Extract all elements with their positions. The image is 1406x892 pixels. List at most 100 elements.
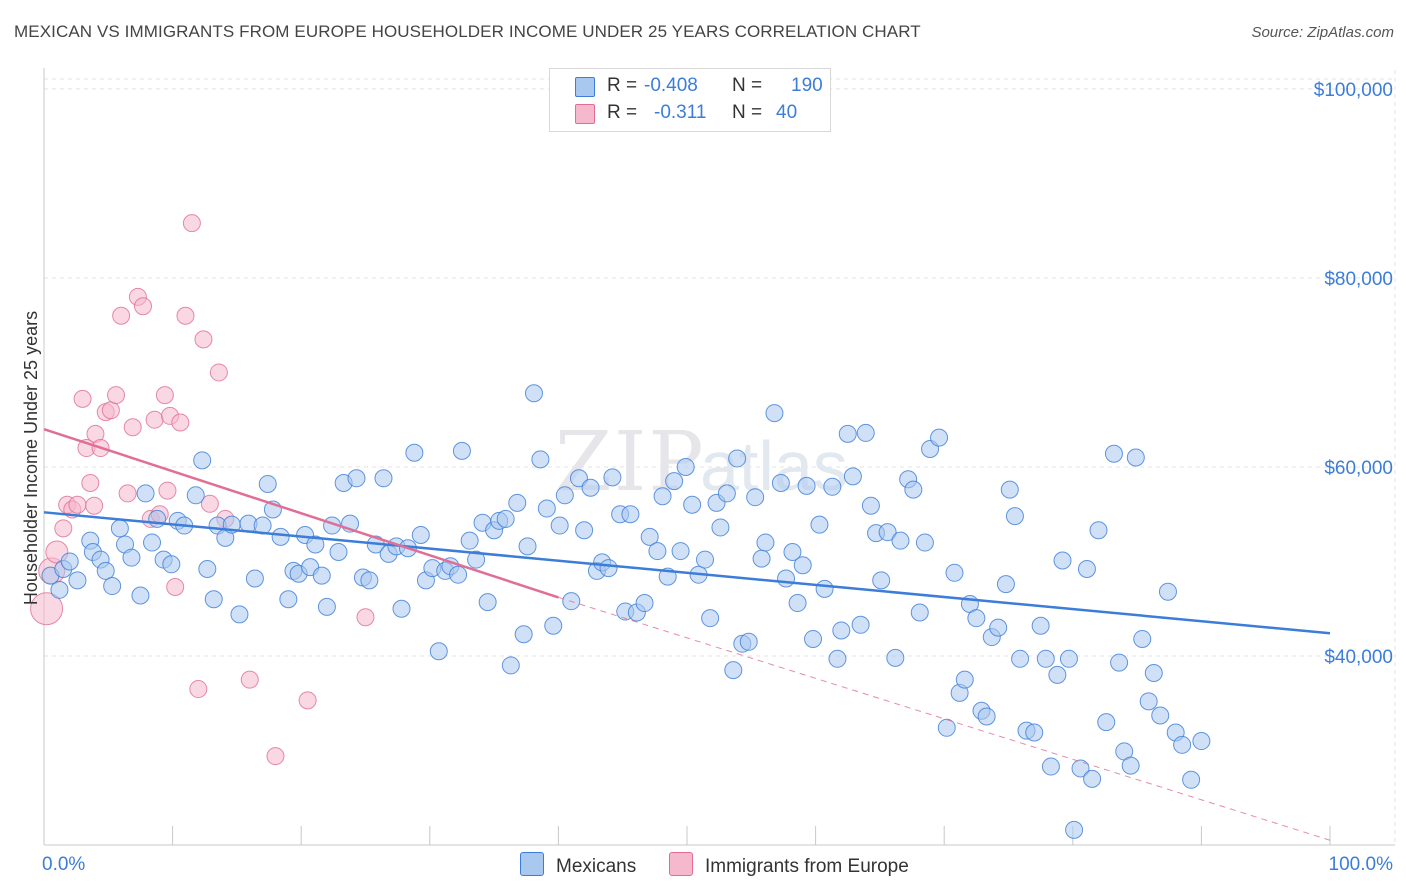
mexican-point xyxy=(329,543,348,562)
mexican-point xyxy=(910,603,929,622)
europe-point xyxy=(107,386,126,405)
mexican-point xyxy=(271,527,290,546)
mexican-point xyxy=(306,535,325,554)
europe-point xyxy=(134,297,153,316)
mexican-point xyxy=(1065,820,1084,839)
mexican-point xyxy=(856,423,875,442)
mexican-point xyxy=(1144,663,1163,682)
mexican-point xyxy=(810,515,829,534)
mexican-point xyxy=(828,649,847,668)
mexican-point xyxy=(508,493,527,512)
mexican-point xyxy=(1158,582,1177,601)
mexican-point xyxy=(696,550,715,569)
mexican-point xyxy=(648,542,667,561)
mexican-point xyxy=(1041,757,1060,776)
mexican-point xyxy=(449,565,468,584)
europe-trend-extension xyxy=(558,596,1331,841)
europe-point xyxy=(54,519,73,538)
mexican-point xyxy=(1048,665,1067,684)
chart-source: Source: ZipAtlas.com xyxy=(1251,24,1394,41)
mexican-point xyxy=(955,670,974,689)
mexican-point xyxy=(347,469,366,488)
mexican-point xyxy=(575,521,594,540)
mexican-point xyxy=(524,384,543,403)
mexicans-trend-line xyxy=(43,511,1331,635)
europe-point xyxy=(112,306,131,325)
mexican-point xyxy=(550,516,569,535)
mexican-point xyxy=(915,533,934,552)
bottom-legend-label-europe: Immigrants from Europe xyxy=(705,856,909,877)
mexican-point xyxy=(537,499,556,518)
legend-r-value: -0.408 xyxy=(644,75,698,96)
mexican-point xyxy=(621,505,640,524)
mexican-point xyxy=(518,537,537,556)
mexican-point xyxy=(317,597,336,616)
europe-point xyxy=(200,494,219,513)
mexican-point xyxy=(405,443,424,462)
europe-point xyxy=(123,418,142,437)
mexican-point xyxy=(96,561,115,580)
mexican-point xyxy=(143,533,162,552)
mexican-point xyxy=(1139,692,1158,711)
mexican-point xyxy=(739,632,758,651)
europe-point xyxy=(158,481,177,500)
mexican-point xyxy=(193,451,212,470)
mexican-point xyxy=(1089,521,1108,540)
mexican-point xyxy=(1133,629,1152,648)
mexican-point xyxy=(671,542,690,561)
mexican-point xyxy=(937,718,956,737)
mexican-point xyxy=(930,428,949,447)
mexican-point xyxy=(996,575,1015,594)
mexican-point xyxy=(843,467,862,486)
mexican-point xyxy=(777,569,796,588)
mexican-point xyxy=(50,580,69,599)
mexican-point xyxy=(603,468,622,487)
mexican-point xyxy=(771,474,790,493)
series-immigrants-from-europe xyxy=(30,214,375,766)
mexican-point xyxy=(122,548,141,567)
mexican-point xyxy=(131,586,150,605)
mexican-point xyxy=(360,571,379,590)
mexican-point xyxy=(872,571,891,590)
chart-title: MEXICAN VS IMMIGRANTS FROM EUROPE HOUSEH… xyxy=(14,22,921,41)
axes xyxy=(43,68,1395,846)
mexican-point xyxy=(676,457,695,476)
mexican-point xyxy=(724,661,743,680)
mexican-point xyxy=(1110,653,1129,672)
mexican-point xyxy=(878,523,897,542)
mexican-point xyxy=(765,404,784,423)
mexican-point xyxy=(162,555,181,574)
legend-r-label: R = xyxy=(607,102,638,123)
correlation-legend: R = -0.408 N = 190 R = -0.311 N = 40 xyxy=(549,68,831,132)
mexican-point xyxy=(204,590,223,609)
legend-n-value: 190 xyxy=(791,75,823,96)
mexican-point xyxy=(374,469,393,488)
mexican-point xyxy=(1192,732,1211,751)
europe-point xyxy=(101,401,120,420)
y-tick-label: $80,000 xyxy=(1324,269,1393,290)
europe-point xyxy=(73,389,92,408)
legend-r-value: -0.311 xyxy=(654,102,707,123)
europe-point xyxy=(209,363,228,382)
mexican-point xyxy=(1005,507,1024,526)
mexican-point xyxy=(967,609,986,628)
legend-r-label: R = xyxy=(607,75,638,96)
mexican-point xyxy=(452,441,471,460)
mexican-point xyxy=(60,552,79,571)
legend-swatch-mexicans xyxy=(575,77,595,97)
x-tick-label: 100.0% xyxy=(1329,854,1394,875)
mexican-point xyxy=(460,531,479,550)
mexican-point xyxy=(103,577,122,596)
mexican-point xyxy=(110,519,129,538)
europe-point xyxy=(176,306,195,325)
europe-point xyxy=(85,496,104,515)
europe-point xyxy=(81,474,100,493)
mexican-point xyxy=(665,472,684,491)
europe-point xyxy=(30,592,64,626)
y-tick-label: $60,000 xyxy=(1324,458,1393,479)
mexican-point xyxy=(531,450,550,469)
mexican-point xyxy=(886,648,905,667)
mexican-point xyxy=(1000,480,1019,499)
mexican-point xyxy=(392,599,411,618)
